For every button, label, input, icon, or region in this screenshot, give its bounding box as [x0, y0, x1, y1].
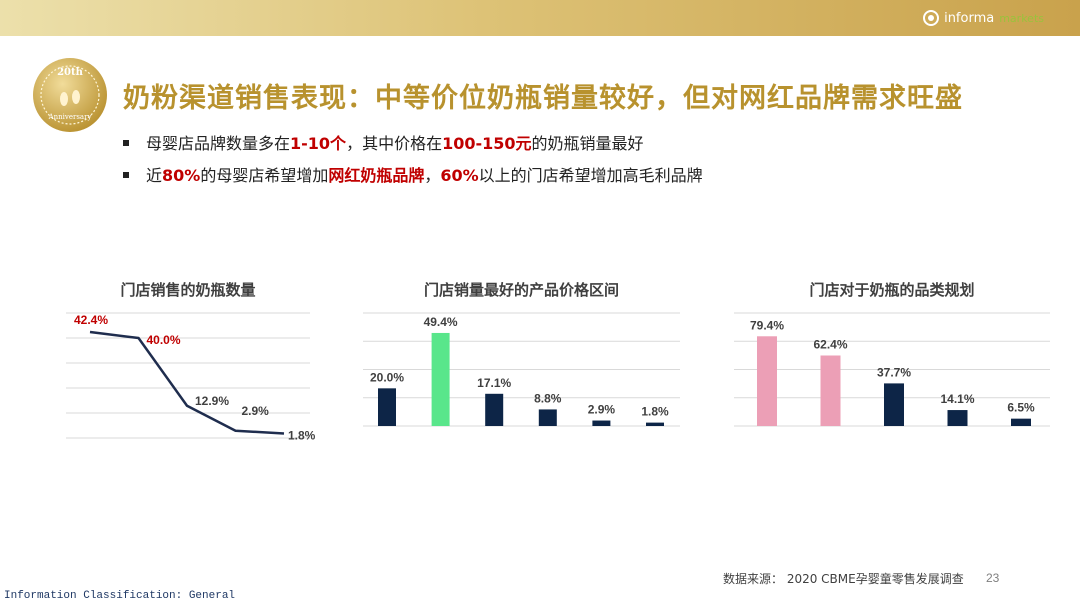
- category-plan-bar-chart: 79.4% 62.4% 37.7% 14.1% 6.5%: [734, 312, 1050, 427]
- bar: [646, 422, 664, 426]
- data-label: 62.4%: [813, 337, 847, 351]
- bar: [820, 355, 841, 426]
- data-label: 17.1%: [477, 376, 511, 390]
- bullet-text: 的奶瓶销量最好: [531, 134, 644, 153]
- bullet-highlight: 1-10个: [290, 134, 347, 153]
- bullet-highlight: 60%: [440, 166, 479, 185]
- data-label: 6.5%: [1007, 401, 1035, 415]
- bullet-highlight: 网红奶瓶品牌: [328, 166, 425, 185]
- bar: [431, 332, 450, 426]
- bullet-item: 母婴店品牌数量多在1-10个，其中价格在100-150元的奶瓶销量最好: [123, 133, 703, 165]
- bullet-highlight: 80%: [162, 166, 201, 185]
- chart3-title: 门店对于奶瓶的品类规划: [809, 281, 975, 299]
- badge-text-bottom: Anniversary: [48, 113, 92, 121]
- informa-logo: informa markets: [923, 8, 1044, 28]
- data-label: 2.9%: [588, 403, 616, 417]
- data-label: 8.8%: [534, 391, 562, 405]
- price-range-bar-chart: 20.0% 49.4% 17.1% 8.8% 2.9% 1.8%: [363, 312, 680, 427]
- logo-subtext: markets: [999, 11, 1044, 25]
- top-banner: informa markets: [0, 0, 1080, 36]
- bullet-square-icon: [123, 139, 129, 146]
- bottle-count-line-chart: 42.4% 40.0% 12.9% 2.9% 1.8%: [66, 312, 316, 443]
- data-source-note: 数据来源： 2020 CBME孕婴童零售发展调查: [723, 572, 964, 586]
- bullet-text: 近: [146, 166, 163, 185]
- badge-text-top: 20th: [57, 67, 84, 78]
- bullet-text: 以上的门店希望增加高毛利品牌: [478, 166, 703, 185]
- bar: [485, 393, 504, 426]
- bullet-text: 的母婴店希望增加: [200, 166, 329, 185]
- bullet-square-icon: [123, 171, 129, 178]
- bar: [1011, 418, 1031, 426]
- data-label: 12.9%: [195, 394, 229, 408]
- bullet-highlight: 100-150元: [442, 134, 532, 153]
- bullet-text: ，: [424, 166, 441, 185]
- bar: [947, 410, 968, 426]
- bullet-text: 母婴店品牌数量多在: [146, 134, 291, 153]
- bullet-text: ，其中价格在: [346, 134, 443, 153]
- data-label: 37.7%: [877, 365, 911, 379]
- bullet-list: 母婴店品牌数量多在1-10个，其中价格在100-150元的奶瓶销量最好 近80%…: [123, 133, 703, 197]
- anniversary-badge-icon: 20th Anniversary: [33, 58, 107, 132]
- page-title: 奶粉渠道销售表现：中等价位奶瓶销量较好，但对网红品牌需求旺盛: [123, 83, 963, 114]
- page-number: 23: [986, 571, 1000, 585]
- data-label: 20.0%: [370, 370, 404, 384]
- data-label: 14.1%: [940, 392, 974, 406]
- chart1-title: 门店销售的奶瓶数量: [120, 281, 256, 299]
- data-label: 1.8%: [641, 405, 669, 419]
- series-line: [89, 330, 285, 435]
- logo-text: informa: [944, 10, 995, 26]
- data-label: 49.4%: [424, 315, 458, 329]
- bar: [592, 420, 611, 426]
- bar: [378, 388, 396, 426]
- chart2-title: 门店销量最好的产品价格区间: [423, 281, 619, 299]
- bar: [538, 409, 557, 426]
- data-label: 1.8%: [288, 429, 316, 443]
- bullet-item: 近80%的母婴店希望增加网红奶瓶品牌，60%以上的门店希望增加高毛利品牌: [123, 165, 703, 197]
- classification-label: Information Classification: General: [4, 590, 236, 602]
- data-label: 79.4%: [750, 318, 784, 332]
- data-label: 40.0%: [147, 333, 181, 347]
- data-label: 42.4%: [74, 313, 108, 327]
- bar: [884, 383, 904, 426]
- bar: [757, 336, 777, 426]
- informa-ring-icon: [923, 10, 940, 26]
- data-label: 2.9%: [242, 404, 270, 418]
